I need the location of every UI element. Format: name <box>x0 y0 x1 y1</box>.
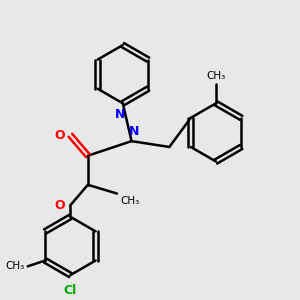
Text: CH₃: CH₃ <box>206 71 226 82</box>
Text: N: N <box>115 108 125 121</box>
Text: Cl: Cl <box>64 284 77 297</box>
Text: CH₃: CH₃ <box>6 261 25 271</box>
Text: CH₃: CH₃ <box>120 196 139 206</box>
Text: N: N <box>129 125 140 138</box>
Text: O: O <box>54 129 64 142</box>
Text: O: O <box>54 199 64 212</box>
